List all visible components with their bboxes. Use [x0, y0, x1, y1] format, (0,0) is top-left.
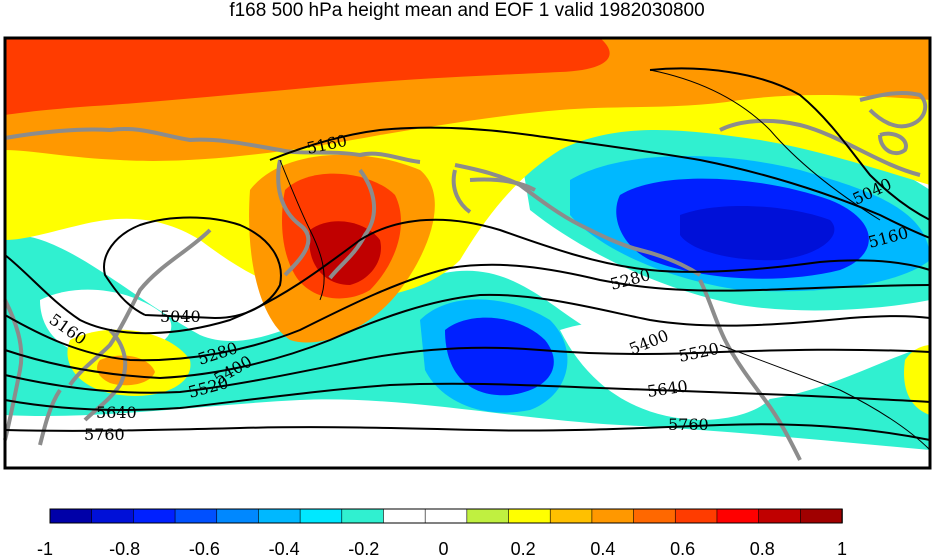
colorbar-cell	[758, 508, 802, 524]
colorbar-cell	[383, 508, 426, 524]
shade-yellow-east	[904, 345, 930, 415]
coast-korea	[38, 388, 62, 446]
colorbar-cell	[258, 508, 301, 524]
colorbar-tick-label: 0.6	[670, 539, 695, 558]
colorbar-cell	[216, 508, 260, 524]
coast-alaska	[454, 163, 702, 277]
colorbar-tick-label: -0.4	[269, 539, 300, 558]
colorbar-tick-label: -0.2	[348, 539, 379, 558]
shade-white-patch-2	[560, 321, 777, 420]
contour-5160-arc	[279, 159, 325, 301]
contour-5640	[4, 382, 931, 411]
coast-okhotsk	[276, 159, 311, 277]
colorbar-cell	[633, 508, 677, 524]
colorbar-cell	[133, 508, 176, 524]
shade-redorange-top	[5, 38, 610, 115]
map-title: f168 500 hPa height mean and EOF 1 valid…	[229, 0, 705, 21]
map-frame	[3, 36, 932, 470]
contour-label-5040-a: 5040	[160, 307, 201, 326]
coast-alaska-west	[451, 169, 472, 214]
colorbar-cell	[49, 508, 93, 524]
contour-5160-north	[269, 126, 931, 239]
colorbar-cell	[174, 508, 218, 524]
colorbar-tick-label: 0.8	[750, 539, 775, 558]
coast-arctic-isles	[859, 90, 928, 129]
colorbar-cell	[341, 508, 385, 524]
contour-thin-north	[649, 69, 881, 221]
colorbar-tick-label: 1	[837, 539, 847, 558]
colorbar-ticks: -1 -0.8 -0.6 -0.4 -0.2 0 0.2 0.4 0.6 0.8 1	[37, 539, 847, 558]
coast-bering	[469, 177, 536, 192]
colorbar-tick-label: -1	[37, 539, 53, 558]
colorbar-cells	[49, 508, 843, 524]
colorbar-frame	[49, 508, 843, 524]
colorbar-tick-label: 0.4	[590, 539, 615, 558]
contour-5160-west	[4, 218, 931, 335]
colorbar-cell	[716, 508, 760, 524]
colorbar-cell	[674, 508, 718, 524]
coast-kamchatka	[328, 168, 377, 280]
contour-label-5760-a: 5760	[84, 425, 125, 444]
colorbar-cell	[466, 508, 510, 524]
colorbar-tick-label: -0.6	[189, 539, 220, 558]
colorbar-cell	[591, 508, 635, 524]
colorbar-tick-label: 0	[438, 539, 448, 558]
contour-5760	[4, 423, 931, 441]
coast-asia-east	[68, 228, 212, 387]
coast-na-west	[698, 279, 802, 461]
map-panel: 5160 5040 5160 5280 5400 5520 5640 5760 …	[3, 36, 932, 470]
colorbar-cell	[424, 508, 468, 524]
colorbar-cell	[91, 508, 135, 524]
contour-5520	[4, 346, 931, 394]
colorbar-cell	[800, 508, 843, 524]
colorbar-tick-label: -0.8	[109, 539, 140, 558]
colorbar-cell	[299, 508, 343, 524]
contour-label-5640-a: 5640	[96, 403, 137, 422]
coast-canada-north	[719, 118, 921, 177]
coast-arctic-isles-2	[878, 131, 908, 156]
height-contours	[4, 67, 931, 451]
contour-label-5760-b: 5760	[668, 415, 709, 434]
contour-thin-east	[719, 344, 931, 451]
shade-white-band	[5, 399, 930, 468]
contour-5040-east	[649, 67, 931, 221]
contour-5400	[4, 293, 931, 380]
shade-blue-south	[445, 317, 554, 396]
colorbar-tick-label: 0.2	[511, 539, 536, 558]
contour-5040-west	[103, 216, 282, 320]
coastlines	[3, 90, 928, 461]
shade-darkblue-east	[680, 205, 835, 261]
contour-5280	[4, 263, 931, 362]
colorbar-cell	[549, 508, 593, 524]
contour-labels: 5160 5040 5160 5280 5400 5520 5640 5760 …	[46, 131, 911, 444]
coast-asia-north	[4, 127, 421, 164]
colorbar-cell	[508, 508, 552, 524]
